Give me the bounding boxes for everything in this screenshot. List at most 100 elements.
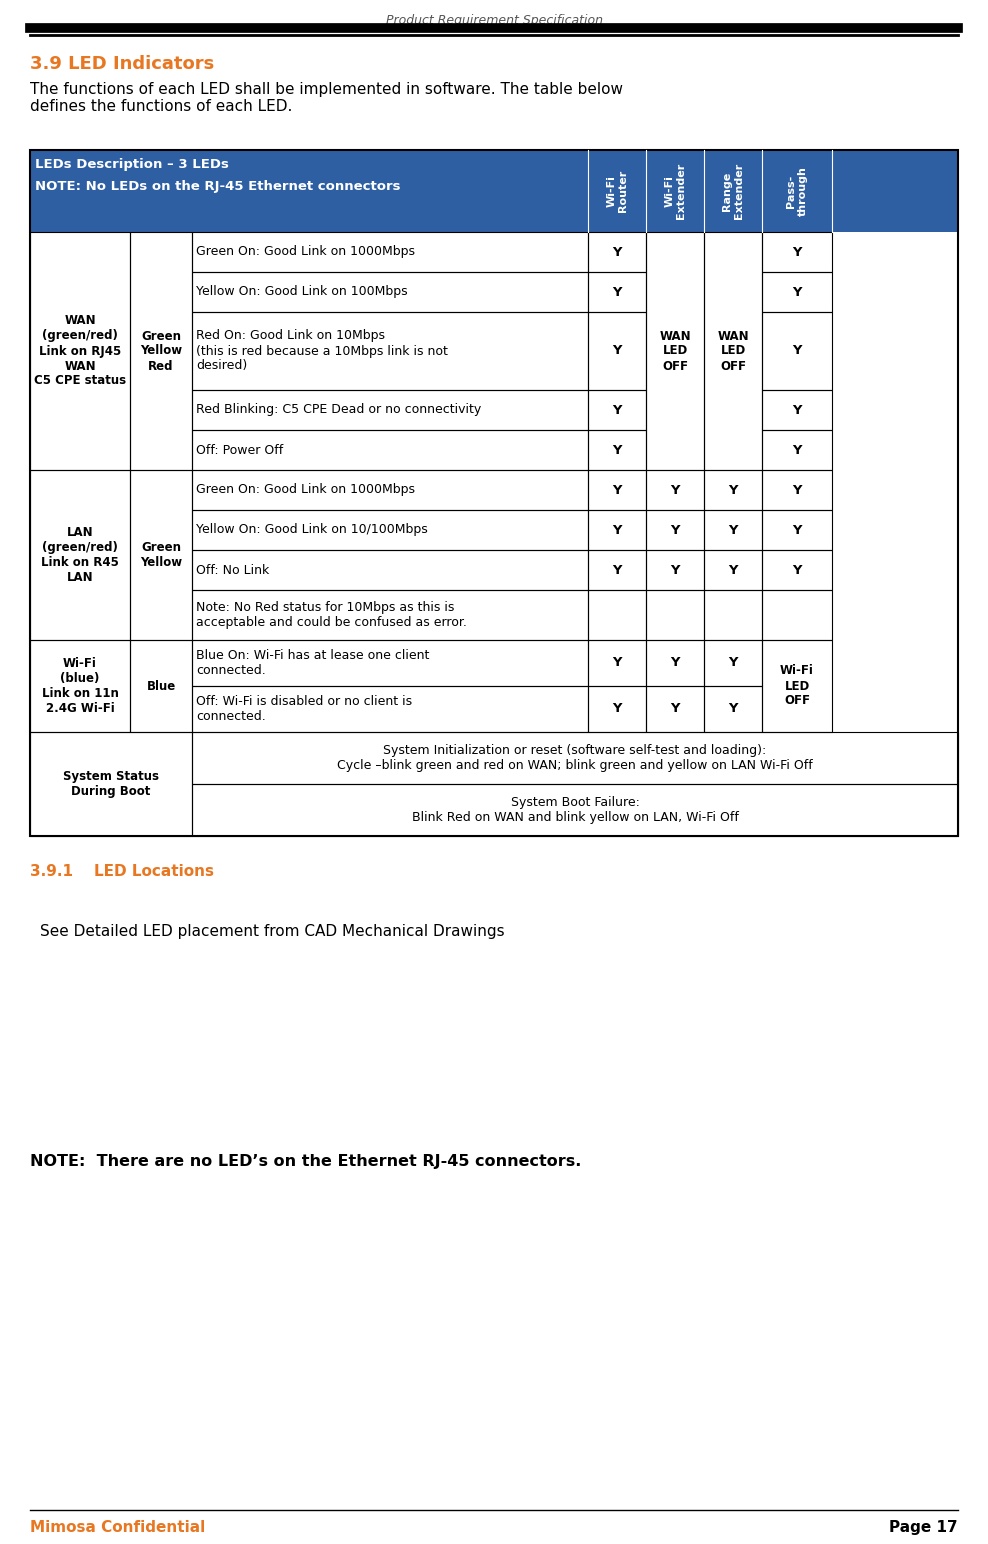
Text: System Initialization or reset (software self-test and loading):
Cycle –blink gr: System Initialization or reset (software…: [337, 744, 813, 772]
Bar: [192, 312, 588, 391]
Text: Y: Y: [613, 286, 621, 298]
Bar: [704, 590, 762, 641]
Bar: [762, 641, 832, 732]
Bar: [762, 232, 832, 272]
Bar: [130, 641, 192, 732]
Text: Y: Y: [728, 564, 738, 576]
Bar: [646, 641, 704, 686]
Text: Y: Y: [792, 403, 801, 417]
Text: Y: Y: [613, 703, 621, 715]
Bar: [762, 391, 832, 429]
Bar: [192, 590, 588, 641]
Text: Y: Y: [613, 523, 621, 536]
Bar: [192, 391, 588, 429]
Text: Page 17: Page 17: [889, 1519, 958, 1535]
Text: Blue On: Wi-Fi has at lease one client
connected.: Blue On: Wi-Fi has at lease one client c…: [196, 648, 430, 676]
Text: Y: Y: [792, 245, 801, 258]
Bar: [704, 469, 762, 510]
Bar: [30, 732, 192, 835]
Text: Red On: Good Link on 10Mbps
(this is red because a 10Mbps link is not
desired): Red On: Good Link on 10Mbps (this is red…: [196, 329, 448, 372]
Bar: [192, 686, 588, 732]
Text: Y: Y: [728, 483, 738, 497]
Bar: [192, 272, 588, 312]
Bar: [762, 391, 832, 429]
Text: Y: Y: [792, 443, 801, 457]
Text: 3.9.1    LED Locations: 3.9.1 LED Locations: [30, 865, 214, 879]
Text: Wi-Fi
Router: Wi-Fi Router: [607, 170, 627, 212]
Bar: [588, 641, 646, 686]
Bar: [588, 469, 646, 510]
Text: Wi-Fi
LED
OFF: Wi-Fi LED OFF: [781, 664, 814, 707]
Bar: [192, 641, 588, 686]
Bar: [192, 429, 588, 469]
Bar: [30, 469, 130, 641]
Bar: [762, 641, 832, 732]
Bar: [646, 550, 704, 590]
Bar: [704, 641, 762, 686]
Bar: [588, 429, 646, 469]
Text: System Status
During Boot: System Status During Boot: [63, 770, 159, 798]
Bar: [588, 232, 646, 272]
Bar: [704, 232, 762, 469]
Bar: [588, 312, 646, 391]
Bar: [130, 469, 192, 641]
Bar: [588, 391, 646, 429]
Bar: [588, 590, 646, 641]
Bar: [646, 232, 704, 469]
Bar: [130, 232, 192, 469]
Bar: [192, 232, 588, 272]
Text: NOTE:  There are no LED’s on the Ethernet RJ-45 connectors.: NOTE: There are no LED’s on the Ethernet…: [30, 1153, 581, 1169]
Bar: [588, 429, 646, 469]
Text: Note: No Red status for 10Mbps as this is
acceptable and could be confused as er: Note: No Red status for 10Mbps as this i…: [196, 601, 467, 628]
Text: Y: Y: [613, 344, 621, 358]
Text: The functions of each LED shall be implemented in software. The table below
defi: The functions of each LED shall be imple…: [30, 82, 623, 114]
Bar: [646, 232, 704, 469]
Bar: [704, 510, 762, 550]
Bar: [192, 784, 958, 835]
Bar: [762, 590, 832, 641]
Bar: [704, 510, 762, 550]
Bar: [588, 510, 646, 550]
Bar: [704, 686, 762, 732]
Bar: [192, 590, 588, 641]
Text: Range
Extender: Range Extender: [722, 162, 744, 219]
Bar: [192, 312, 588, 391]
Text: Y: Y: [670, 564, 680, 576]
Text: WAN
LED
OFF: WAN LED OFF: [717, 329, 749, 372]
Bar: [588, 312, 646, 391]
Text: Y: Y: [792, 523, 801, 536]
Bar: [704, 641, 762, 686]
Text: Y: Y: [670, 656, 680, 670]
Bar: [30, 232, 130, 469]
Bar: [762, 550, 832, 590]
Text: Red Blinking: C5 CPE Dead or no connectivity: Red Blinking: C5 CPE Dead or no connecti…: [196, 403, 481, 417]
Bar: [704, 550, 762, 590]
Text: Y: Y: [728, 703, 738, 715]
Text: Blue: Blue: [146, 679, 176, 693]
Bar: [646, 641, 704, 686]
Bar: [588, 272, 646, 312]
Bar: [30, 150, 958, 232]
Bar: [762, 550, 832, 590]
Bar: [762, 429, 832, 469]
Text: Green On: Good Link on 1000Mbps: Green On: Good Link on 1000Mbps: [196, 245, 415, 258]
Text: Wi-Fi
Extender: Wi-Fi Extender: [664, 162, 686, 219]
Text: Y: Y: [670, 523, 680, 536]
Bar: [192, 469, 588, 510]
Bar: [646, 510, 704, 550]
Text: Y: Y: [670, 483, 680, 497]
Bar: [192, 732, 958, 784]
Text: WAN
(green/red)
Link on RJ45
WAN
C5 CPE status: WAN (green/red) Link on RJ45 WAN C5 CPE …: [34, 315, 126, 388]
Bar: [30, 641, 130, 732]
Bar: [192, 732, 958, 784]
Bar: [192, 784, 958, 835]
Text: Y: Y: [728, 656, 738, 670]
Text: Y: Y: [613, 403, 621, 417]
Text: Green
Yellow: Green Yellow: [140, 540, 182, 570]
Bar: [192, 391, 588, 429]
Bar: [192, 641, 588, 686]
Bar: [762, 312, 832, 391]
Text: LAN
(green/red)
Link on R45
LAN: LAN (green/red) Link on R45 LAN: [41, 527, 119, 584]
Text: Yellow On: Good Link on 10/100Mbps: Yellow On: Good Link on 10/100Mbps: [196, 523, 428, 536]
Bar: [192, 550, 588, 590]
